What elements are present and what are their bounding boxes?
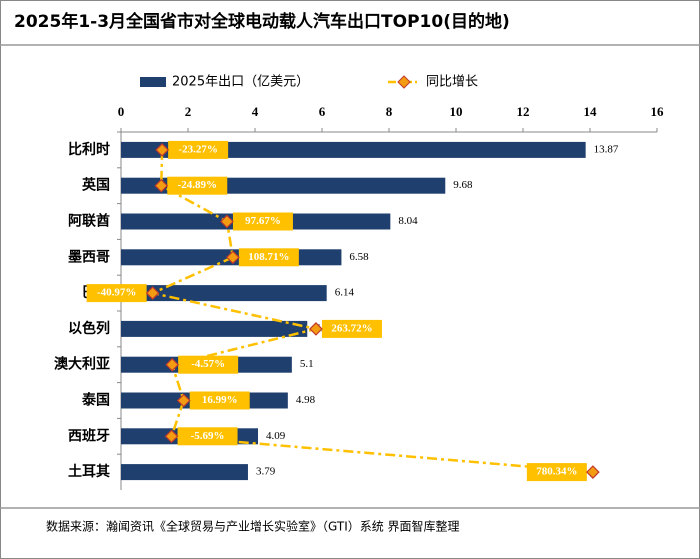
legend-swatch — [140, 77, 166, 87]
legend-marker — [397, 75, 411, 89]
growth-label-box — [168, 140, 229, 159]
x-tick-label: 12 — [517, 104, 530, 119]
growth-label: 263.72% — [331, 322, 372, 334]
growth-label-box — [232, 212, 293, 231]
growth-label: -5.69% — [191, 430, 225, 442]
bar — [121, 464, 248, 481]
category-label: 墨西哥 — [68, 249, 110, 265]
x-tick-label: 10 — [450, 104, 463, 119]
growth-label-box — [526, 463, 587, 482]
x-tick-label: 2 — [185, 104, 192, 119]
growth-label: -23.27% — [178, 143, 217, 155]
x-tick-label: 8 — [386, 104, 393, 119]
value-label: 6.14 — [335, 287, 355, 299]
growth-label: 108.71% — [248, 251, 289, 263]
category-label: 西班牙 — [68, 427, 110, 444]
chart-title: 2025年1-3月全国省市对全球电动载人汽车出口TOP10(目的地) — [14, 11, 510, 32]
growth-marker — [155, 143, 169, 157]
category-label: 英国 — [81, 177, 110, 194]
value-label: 13.87 — [594, 143, 619, 155]
value-label: 6.58 — [349, 251, 369, 263]
growth-marker — [309, 322, 323, 336]
growth-marker — [586, 465, 600, 479]
growth-marker — [165, 357, 179, 372]
growth-label: -4.57% — [191, 358, 225, 370]
growth-label: -40.97% — [97, 287, 136, 299]
growth-label: 780.34% — [536, 466, 577, 478]
growth-label-box — [321, 319, 382, 338]
growth-label-box — [238, 248, 299, 267]
category-label: 阿联酋 — [68, 213, 110, 230]
value-label: 5.1 — [300, 358, 314, 370]
x-tick-label: 6 — [319, 104, 326, 119]
growth-marker — [145, 286, 160, 300]
bar — [121, 320, 308, 337]
growth-label-box — [177, 427, 238, 446]
category-label: 比利时 — [68, 141, 110, 158]
category-label: 泰国 — [81, 392, 110, 409]
x-tick-label: 14 — [584, 104, 598, 119]
value-label: 8.04 — [398, 215, 418, 227]
value-label: 3.79 — [256, 466, 276, 478]
value-label: 9.68 — [453, 179, 473, 191]
x-tick-label: 4 — [252, 104, 259, 119]
x-tick-label: 16 — [651, 104, 665, 119]
growth-label-box — [167, 176, 228, 195]
category-label: 土耳其 — [68, 463, 110, 480]
value-label: 4.09 — [266, 430, 286, 442]
growth-line — [148, 149, 593, 474]
growth-marker — [164, 429, 179, 444]
legend-label: 同比增长 — [426, 75, 478, 90]
category-label: 澳大利亚 — [54, 356, 110, 373]
growth-label: -24.89% — [178, 179, 217, 191]
growth-label-box — [189, 391, 250, 410]
bar — [121, 141, 586, 158]
growth-marker — [226, 250, 240, 265]
growth-label-box — [178, 355, 239, 374]
growth-marker — [220, 214, 234, 229]
growth-label: 97.67% — [245, 215, 281, 227]
growth-label: 16.99% — [202, 394, 238, 406]
category-label: 以色列 — [68, 320, 110, 337]
legend-label: 2025年出口（亿美元） — [172, 75, 309, 90]
x-tick-label: 0 — [118, 104, 125, 119]
value-label: 4.98 — [296, 394, 316, 406]
source: 数据来源：瀚闻资讯《全球贸易与产业增长实验室》（GTI）系统 界面智库整理 — [46, 519, 460, 534]
growth-marker — [154, 178, 169, 193]
growth-label-box — [86, 284, 147, 303]
growth-marker — [176, 393, 191, 408]
